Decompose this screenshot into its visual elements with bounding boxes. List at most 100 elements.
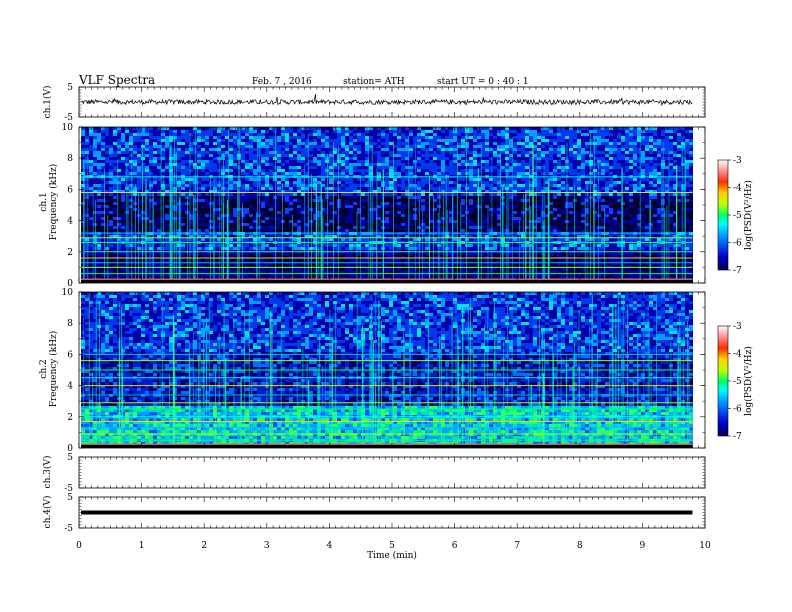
spec-cell [89,184,93,187]
spec-cell [613,184,617,187]
spec-cell [581,169,585,172]
spec-cell [389,193,393,196]
spec-cell [185,163,189,166]
spec-cell [241,169,245,172]
spec-cell [581,145,585,148]
spec-cell [645,130,649,133]
spec-cell [429,178,433,181]
spec-cell [681,196,685,199]
spec-cell [673,163,677,166]
spec-cell [225,196,229,199]
spec-cell [265,136,269,139]
spec-cell [289,157,293,160]
spec-cell [369,130,373,133]
spec-cell [129,139,133,142]
spec-cell [597,208,601,211]
spec-cell [681,205,685,208]
spec-cell [165,193,169,196]
spec-cell [665,172,669,175]
spec-cell [221,205,225,208]
spec-cell [189,142,193,145]
spec-cell [337,172,341,175]
spec-cell [269,178,273,181]
spec-cell [477,199,481,202]
spec-cell [173,172,177,175]
spec-cell [197,205,201,208]
spec-cell [509,190,513,193]
spec-cell [609,202,613,205]
spec-cell [593,136,597,139]
spec-cell [85,160,89,163]
spec-cell [197,139,201,142]
spec-cell [333,181,337,184]
spec-cell [577,196,581,199]
spec-cell [629,163,633,166]
spec-cell [133,127,137,130]
spec-cell [441,184,445,187]
spec-cell [309,139,313,142]
spec-cell [385,163,389,166]
spec-cell [617,160,621,163]
spec-cell [401,202,405,205]
spec-cell [245,133,249,136]
spec-cell [117,193,121,196]
spec-cell [521,154,525,157]
spec-cell [333,136,337,139]
spec-cell [461,169,465,172]
spec-cell [521,205,525,208]
spec-cell [677,157,681,160]
spec-cell [421,133,425,136]
spec-cell [573,148,577,151]
spec-cell [393,205,397,208]
spec-cell [105,130,109,133]
spec-cell [509,178,513,181]
spec-cell [293,196,297,199]
spec-cell [597,199,601,202]
spec-cell [173,214,177,217]
spec-cell [209,151,213,154]
spec-cell [165,184,169,187]
spec-cell [205,151,209,154]
spec-cell [625,163,629,166]
spec-cell [365,136,369,139]
spec-cell [101,205,105,208]
spec-cell [145,217,149,220]
spec-cell [437,196,441,199]
spec-cell [673,202,677,205]
spec-cell [265,145,269,148]
spec-cell [113,154,117,157]
spec-cell [621,157,625,160]
spec-cell [289,193,293,196]
spec-cell [561,193,565,196]
spec-cell [577,127,581,130]
spec-cell [365,193,369,196]
spec-cell [577,154,581,157]
spec-cell [653,139,657,142]
spec-cell [217,142,221,145]
spec-cell [673,178,677,181]
spec-cell [361,190,365,193]
spec-cell [377,142,381,145]
spec-cell [657,166,661,169]
spec-cell [141,130,145,133]
spec-cell [653,187,657,190]
spec-cell [525,199,529,202]
spec-cell [261,202,265,205]
spec-cell [429,211,433,214]
spec-cell [389,148,393,151]
spec-cell [93,181,97,184]
spec-cell [617,211,621,214]
spec-cell [537,166,541,169]
spec-cell [465,154,469,157]
spec-cell [97,172,101,175]
spec-cell [573,184,577,187]
spec-cell [261,136,265,139]
spec-cell [525,181,529,184]
spec-cell [397,214,401,217]
spec-cell [253,145,257,148]
spec-cell [97,220,101,223]
spec-cell [181,211,185,214]
spec-cell [269,157,273,160]
spec-cell [429,142,433,145]
spec-cell [405,166,409,169]
